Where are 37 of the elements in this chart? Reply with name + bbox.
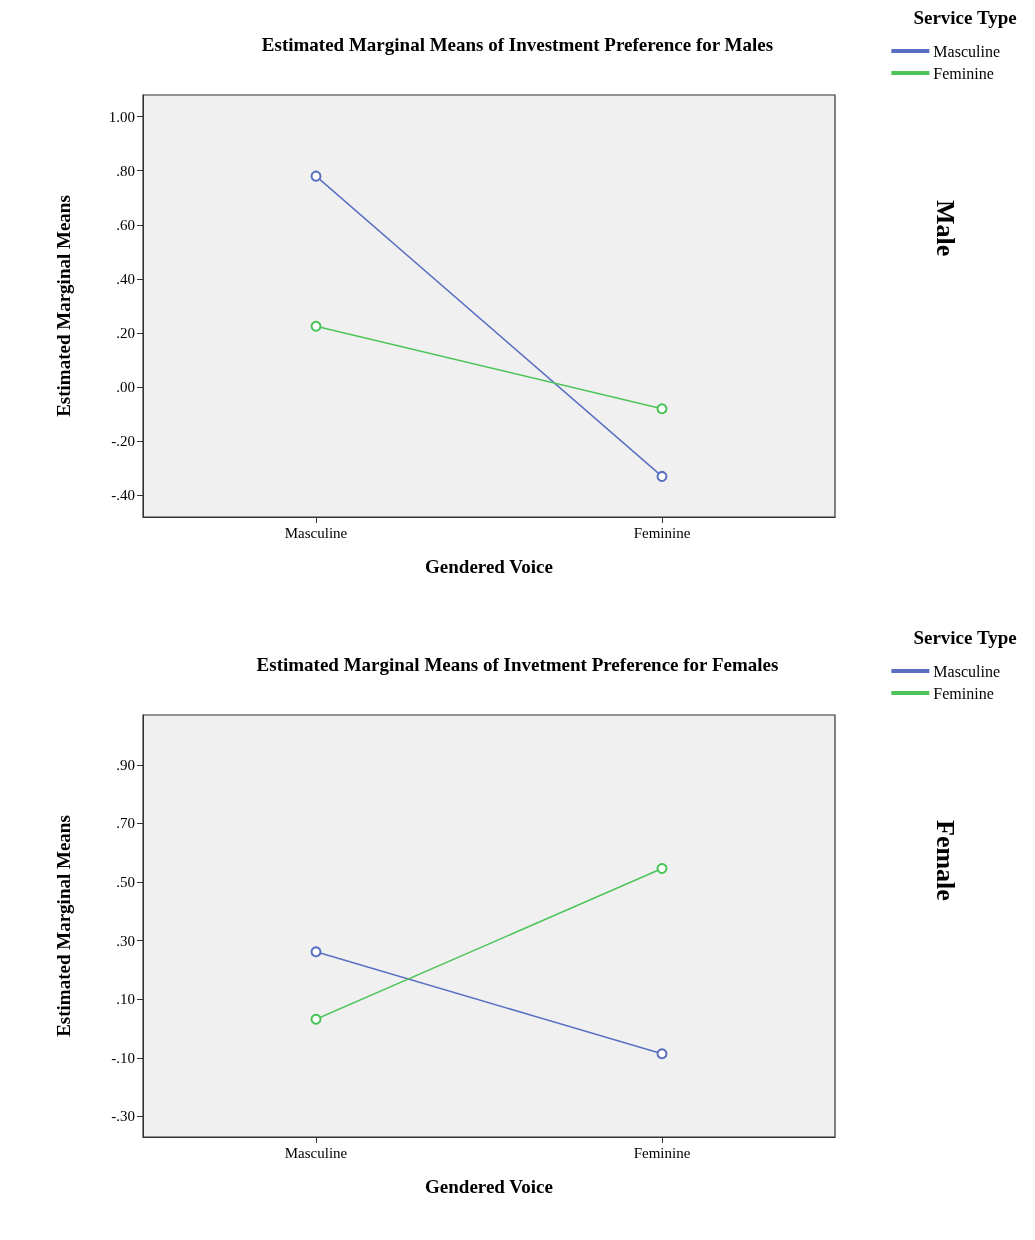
legend-label: Masculine [933, 662, 1001, 680]
y-tick-label: .60 [116, 216, 135, 233]
point [310, 170, 322, 182]
y-axis-title: Estimated Marginal Means [53, 815, 74, 1037]
y-tick-label: -.40 [111, 487, 135, 504]
legend-label: Feminine [933, 64, 994, 82]
y-tick-label: .40 [116, 270, 135, 287]
legend-title: Service Type [913, 7, 1017, 28]
y-tick-label: .50 [116, 874, 135, 891]
y-tick-label: -.20 [111, 433, 135, 450]
x-axis-title: Gendered Voice [425, 1176, 553, 1197]
point [656, 403, 668, 415]
text: Male [930, 200, 960, 257]
point [656, 470, 668, 482]
legend-label: Feminine [933, 684, 994, 702]
y-tick-label: -.10 [111, 1049, 135, 1066]
y-tick-label: .90 [116, 756, 135, 773]
point [310, 320, 322, 332]
x-axis-title: Gendered Voice [425, 556, 553, 577]
legend-title: Service Type [913, 627, 1017, 648]
y-tick-label: .30 [116, 932, 135, 949]
chart-title: Estimated Marginal Means of Invetment Preference for Females [256, 654, 779, 675]
y-tick-label: -.30 [111, 1108, 135, 1125]
y-tick-label: .70 [116, 815, 135, 832]
y-axis-title: Estimated Marginal Means [53, 195, 74, 417]
point [310, 946, 322, 958]
point [310, 1013, 322, 1025]
y-tick-label: 1.00 [108, 108, 135, 125]
chart-title: Estimated Marginal Means of Investment Preference for Males [261, 34, 774, 55]
y-tick-label: .80 [116, 162, 135, 179]
point [656, 863, 668, 875]
text: Female [930, 820, 960, 901]
point [656, 1048, 668, 1060]
legend-label: Masculine [933, 42, 1001, 60]
y-tick-label: .10 [116, 991, 135, 1008]
y-tick-label: .00 [116, 379, 135, 396]
y-tick-label: .20 [116, 325, 135, 342]
